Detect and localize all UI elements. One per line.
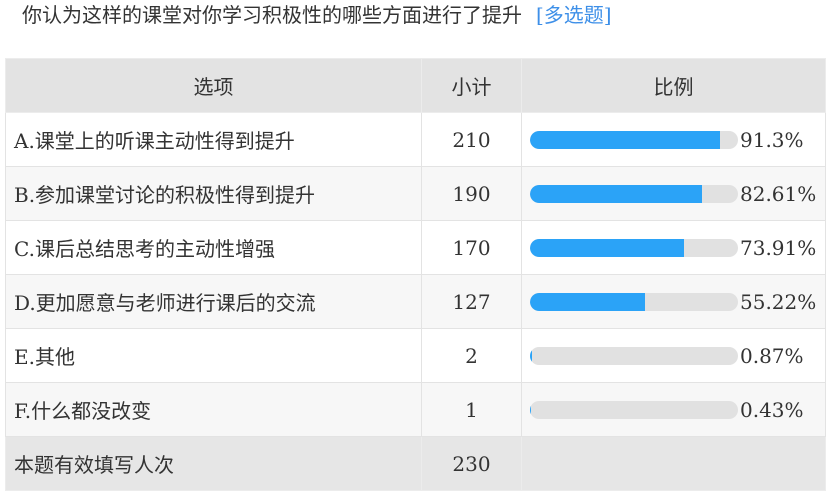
table-row: B.参加课堂讨论的积极性得到提升 190 82.61%: [5, 166, 826, 221]
table-row: D.更加愿意与老师进行课后的交流 127 55.22%: [5, 274, 826, 329]
option-percent: 91.3%: [740, 128, 804, 153]
option-ratio: 82.61%: [521, 166, 826, 221]
option-percent: 55.22%: [740, 290, 817, 315]
footer-empty: [521, 436, 826, 491]
progress-fill: [530, 293, 645, 312]
option-percent: 0.43%: [740, 398, 804, 423]
header-ratio: 比例: [521, 58, 826, 113]
option-label: B.参加课堂讨论的积极性得到提升: [5, 166, 422, 221]
option-label: C.课后总结思考的主动性增强: [5, 220, 422, 275]
progress-bar: [530, 293, 738, 312]
progress-fill: [530, 239, 684, 258]
option-count: 1: [421, 382, 522, 437]
table-footer: 本题有效填写人次 230: [5, 436, 826, 491]
option-count: 170: [421, 220, 522, 275]
option-percent: 73.91%: [740, 236, 817, 261]
progress-bar: [530, 347, 738, 366]
header-count: 小计: [421, 58, 522, 113]
progress-bar: [530, 239, 738, 258]
option-count: 127: [421, 274, 522, 329]
option-ratio: 73.91%: [521, 220, 826, 275]
option-ratio: 91.3%: [521, 112, 826, 167]
option-percent: 0.87%: [740, 344, 804, 369]
option-label: E.其他: [5, 328, 422, 383]
option-ratio: 0.43%: [521, 382, 826, 437]
option-percent: 82.61%: [740, 182, 817, 207]
option-count: 190: [421, 166, 522, 221]
table-row: C.课后总结思考的主动性增强 170 73.91%: [5, 220, 826, 275]
footer-count: 230: [421, 436, 522, 491]
progress-bar: [530, 401, 738, 420]
question-text: 你认为这样的课堂对你学习积极性的哪些方面进行了提升: [22, 3, 522, 27]
progress-bar: [530, 131, 738, 150]
option-label: F.什么都没改变: [5, 382, 422, 437]
progress-fill: [530, 131, 720, 150]
option-label: A.课堂上的听课主动性得到提升: [5, 112, 422, 167]
progress-bar: [530, 185, 738, 204]
option-label: D.更加愿意与老师进行课后的交流: [5, 274, 422, 329]
option-count: 210: [421, 112, 522, 167]
progress-fill: [530, 347, 532, 366]
option-ratio: 0.87%: [521, 328, 826, 383]
option-count: 2: [421, 328, 522, 383]
table-row: E.其他 2 0.87%: [5, 328, 826, 383]
question-type-tag: [多选题]: [536, 3, 612, 27]
header-option: 选项: [5, 58, 422, 113]
results-table: 选项 小计 比例 A.课堂上的听课主动性得到提升 210 91.3% B.参加课堂…: [5, 58, 826, 491]
option-ratio: 55.22%: [521, 274, 826, 329]
table-row: A.课堂上的听课主动性得到提升 210 91.3%: [5, 112, 826, 167]
question-title: 你认为这样的课堂对你学习积极性的哪些方面进行了提升 [多选题]: [22, 0, 612, 30]
footer-label: 本题有效填写人次: [5, 436, 422, 491]
progress-fill: [530, 185, 702, 204]
progress-fill: [530, 401, 531, 420]
table-row: F.什么都没改变 1 0.43%: [5, 382, 826, 437]
table-header: 选项 小计 比例: [5, 58, 826, 113]
